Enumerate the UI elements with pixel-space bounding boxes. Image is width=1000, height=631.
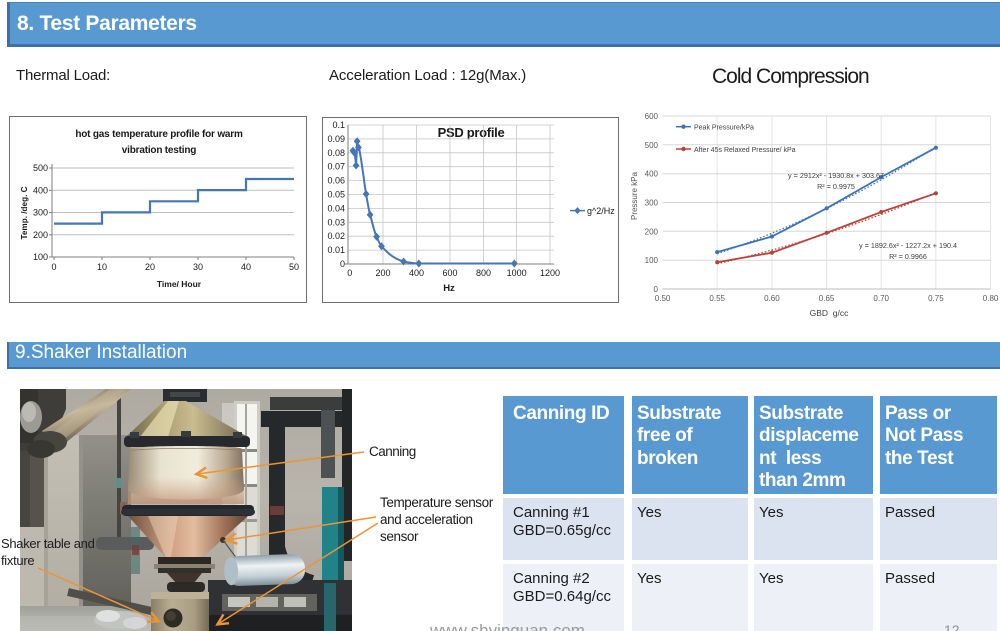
svg-text:0.60: 0.60 [764, 294, 780, 303]
svg-text:1200: 1200 [540, 268, 560, 278]
svg-text:0.65: 0.65 [819, 294, 835, 303]
svg-text:0.55: 0.55 [709, 294, 725, 303]
svg-text:y = 1892.6x² - 1227.2x + 190.4: y = 1892.6x² - 1227.2x + 190.4 [859, 241, 957, 250]
svg-text:0.50: 0.50 [655, 294, 671, 303]
svg-text:0.1: 0.1 [332, 120, 345, 130]
svg-text:600: 600 [645, 112, 659, 121]
svg-text:0.80: 0.80 [983, 294, 999, 303]
svg-text:g^2/Hz: g^2/Hz [587, 206, 615, 216]
svg-text:0.07: 0.07 [327, 162, 345, 172]
svg-text:40: 40 [241, 262, 251, 272]
svg-text:0.08: 0.08 [327, 148, 345, 158]
svg-text:Hz: Hz [443, 283, 455, 294]
svg-text:1000: 1000 [507, 268, 527, 278]
svg-text:GBD g/cc: GBD g/cc [810, 308, 849, 318]
svg-text:0.70: 0.70 [873, 294, 889, 303]
svg-text:0.75: 0.75 [928, 294, 944, 303]
svg-text:0.04: 0.04 [327, 203, 345, 213]
svg-text:400: 400 [645, 170, 659, 179]
svg-text:20: 20 [145, 262, 155, 272]
svg-text:400: 400 [33, 185, 48, 195]
svg-text:800: 800 [476, 268, 491, 278]
svg-text:Pressure kPa: Pressure kPa [630, 171, 639, 220]
svg-text:300: 300 [645, 199, 659, 208]
svg-text:0.05: 0.05 [327, 190, 345, 200]
svg-text:200: 200 [645, 227, 659, 236]
svg-text:hot gas temperature profile fo: hot gas temperature profile for warm [75, 129, 243, 140]
svg-text:100: 100 [645, 256, 659, 265]
svg-text:Temp. /deg. C: Temp. /deg. C [20, 186, 29, 239]
svg-text:After 45s Relaxed Pressure/ kP: After 45s Relaxed Pressure/ kPa [694, 147, 796, 154]
svg-text:0.09: 0.09 [327, 134, 345, 144]
svg-text:0: 0 [654, 285, 659, 294]
svg-text:0: 0 [51, 262, 56, 272]
svg-text:50: 50 [289, 262, 299, 272]
svg-text:Peak Pressure/kPa: Peak Pressure/kPa [694, 125, 754, 132]
svg-text:R² = 0.9966: R² = 0.9966 [889, 252, 927, 261]
svg-text:vibration testing: vibration testing [122, 145, 196, 156]
svg-text:PSD profile: PSD profile [438, 125, 505, 140]
svg-text:600: 600 [442, 268, 457, 278]
svg-text:0.03: 0.03 [327, 217, 345, 227]
svg-text:10: 10 [97, 262, 107, 272]
svg-text:Time/ Hour: Time/ Hour [157, 279, 202, 289]
svg-text:30: 30 [193, 262, 203, 272]
svg-text:200: 200 [33, 230, 48, 240]
svg-text:200: 200 [375, 268, 390, 278]
svg-text:0.02: 0.02 [327, 231, 345, 241]
svg-text:0.01: 0.01 [327, 245, 345, 255]
svg-text:400: 400 [409, 268, 424, 278]
svg-text:0: 0 [340, 259, 345, 269]
svg-text:0: 0 [347, 268, 352, 278]
svg-text:0.06: 0.06 [327, 176, 345, 186]
svg-text:y = 2912x² - 1930.8x + 303.67: y = 2912x² - 1930.8x + 303.67 [788, 171, 884, 180]
svg-text:500: 500 [645, 141, 659, 150]
svg-text:500: 500 [33, 163, 48, 173]
svg-text:100: 100 [33, 252, 48, 262]
svg-text:300: 300 [33, 208, 48, 218]
svg-text:R² = 0.9975: R² = 0.9975 [817, 182, 855, 191]
